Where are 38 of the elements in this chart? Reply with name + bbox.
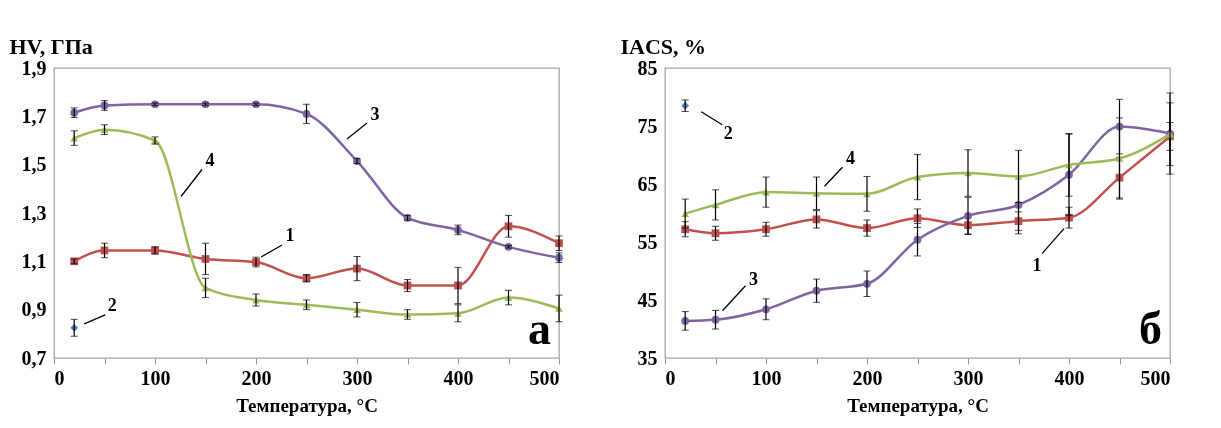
y-tick-label: 45 bbox=[637, 288, 658, 311]
x-axis-title: Температура, °C bbox=[847, 394, 989, 416]
x-tick-label: 300 bbox=[953, 366, 984, 389]
y-tick-label: 85 bbox=[637, 56, 658, 79]
y-tick-label: 35 bbox=[637, 346, 658, 369]
x-tick-label: 0 bbox=[54, 366, 65, 389]
y-tick-label: 1,7 bbox=[21, 104, 47, 127]
y-tick-label: 0,9 bbox=[21, 298, 47, 321]
text: 2 bbox=[723, 122, 733, 143]
annotation: а bbox=[528, 303, 551, 354]
y-tick-label: 1,3 bbox=[21, 201, 47, 224]
y-tick-label: 1,5 bbox=[21, 153, 47, 176]
x-tick-label: 100 bbox=[140, 366, 171, 389]
x-tick-label: 400 bbox=[1054, 366, 1085, 389]
x-axis-title: Температура, °C bbox=[236, 394, 378, 416]
x-tick-label: 0 bbox=[665, 366, 676, 389]
series-label: 4 bbox=[846, 148, 855, 169]
y-tick-label: 65 bbox=[637, 172, 658, 195]
x-tick-label: 400 bbox=[443, 366, 474, 389]
y-axis-title: IACS, % bbox=[620, 33, 707, 59]
series-label: 3 bbox=[370, 104, 380, 125]
series-label: 1 bbox=[285, 225, 295, 246]
x-tick-label: 200 bbox=[241, 366, 272, 389]
x-tick-label: 300 bbox=[342, 366, 373, 389]
x-tick-label: 500 bbox=[529, 366, 560, 389]
series-label: 3 bbox=[749, 268, 758, 289]
y-tick-label: 75 bbox=[637, 114, 658, 137]
annotation: б bbox=[1139, 303, 1162, 354]
series-label: 2 bbox=[107, 294, 117, 315]
y-tick-label: 0,7 bbox=[21, 346, 47, 369]
y-tick-label: 55 bbox=[637, 230, 658, 253]
y-tick-label: 1,1 bbox=[21, 249, 47, 272]
x-tick-label: 500 bbox=[1140, 366, 1171, 389]
x-tick-label: 100 bbox=[751, 366, 782, 389]
series-label: 1 bbox=[1032, 254, 1042, 275]
x-tick-label: 200 bbox=[852, 366, 883, 389]
series-label: 4 bbox=[205, 149, 215, 170]
y-axis-title: HV, ГПа bbox=[9, 33, 93, 59]
